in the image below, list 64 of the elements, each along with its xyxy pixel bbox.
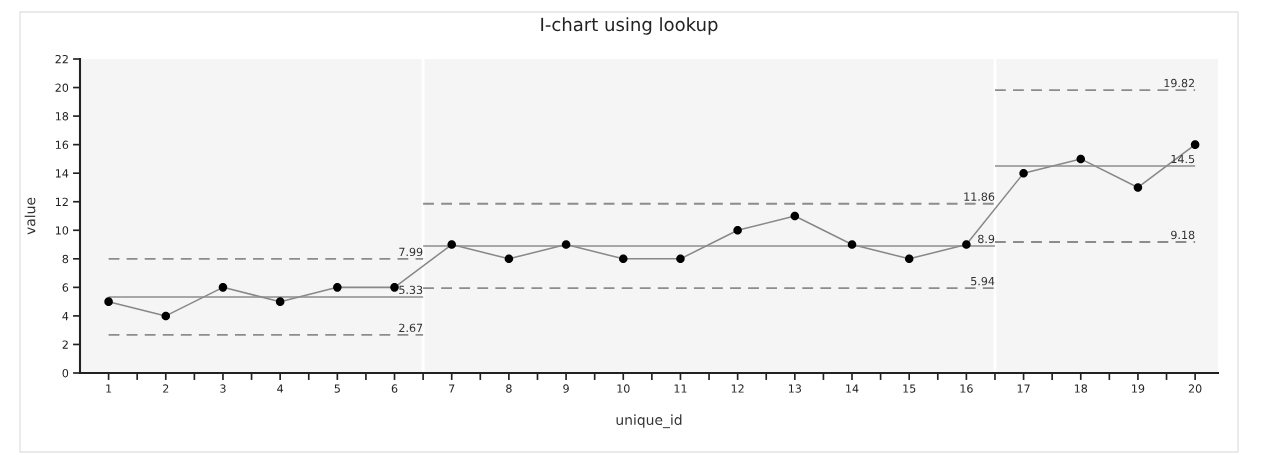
- x-tick-label: 3: [220, 384, 226, 393]
- y-tick-label: 6: [62, 283, 69, 292]
- x-tick-label: 7: [449, 384, 455, 393]
- x-tick-label: 10: [617, 384, 630, 393]
- point: [1133, 183, 1143, 192]
- x-tick-label: 4: [277, 384, 284, 393]
- point: [1190, 140, 1200, 149]
- x-tick-label: 15: [903, 384, 916, 393]
- point: [676, 254, 685, 264]
- x-tick-label: 13: [788, 384, 801, 393]
- y-axis-title: value: [24, 197, 36, 235]
- x-tick-label: 5: [334, 384, 340, 393]
- data-label: 7.99: [399, 247, 423, 257]
- data-label: 14.5: [1171, 154, 1195, 164]
- point: [733, 225, 742, 235]
- point: [104, 297, 113, 306]
- x-tick-label: 14: [846, 384, 859, 393]
- x-tick-label: 18: [1074, 384, 1088, 393]
- x-tick-label: 1: [106, 384, 112, 393]
- point: [1019, 168, 1028, 178]
- x-tick-label: 9: [563, 384, 569, 393]
- x-tick-label: 2: [163, 384, 169, 393]
- y-tick-label: 4: [62, 312, 69, 321]
- data-label: 5.94: [971, 276, 995, 286]
- x-tick-label: 20: [1188, 384, 1202, 393]
- point: [790, 211, 800, 221]
- x-tick-label: 11: [674, 384, 687, 393]
- x-tick-label: 19: [1132, 384, 1145, 393]
- y-tick-label: 20: [55, 83, 69, 92]
- y-tick-label: 16: [55, 140, 69, 150]
- x-tick-label: 8: [506, 384, 512, 393]
- data-label: 9.18: [1171, 230, 1195, 240]
- y-tick-label: 0: [62, 368, 69, 378]
- point: [218, 283, 228, 292]
- point: [447, 240, 456, 249]
- data-label: 8.9: [978, 234, 995, 244]
- x-tick-label: 6: [391, 384, 398, 393]
- x-axis-title: unique_id: [616, 414, 682, 429]
- point: [962, 240, 971, 249]
- point: [333, 283, 342, 292]
- point: [161, 311, 171, 321]
- data-label: 11.86: [964, 192, 995, 201]
- point: [1076, 154, 1086, 164]
- chart-title: I-chart using lookup: [541, 17, 718, 35]
- y-tick-label: 8: [62, 254, 69, 264]
- point: [504, 254, 514, 264]
- x-tick-label: 12: [731, 384, 744, 393]
- point: [390, 283, 399, 292]
- y-tick-label: 12: [55, 197, 68, 206]
- x-tick-label: 16: [960, 384, 973, 393]
- x-tick-label: 17: [1017, 384, 1030, 393]
- data-label: 2.67: [399, 323, 423, 333]
- point: [561, 240, 571, 249]
- y-tick-label: 10: [55, 226, 69, 235]
- point: [275, 297, 285, 306]
- data-label: 5.33: [399, 285, 423, 295]
- point: [847, 240, 857, 249]
- y-tick-label: 2: [62, 340, 68, 349]
- data-label: 19.82: [1164, 78, 1195, 88]
- y-tick-label: 22: [55, 54, 68, 64]
- y-tick-label: 14: [55, 169, 69, 178]
- point: [618, 254, 628, 264]
- y-tick-label: 18: [55, 112, 69, 121]
- point: [904, 254, 914, 264]
